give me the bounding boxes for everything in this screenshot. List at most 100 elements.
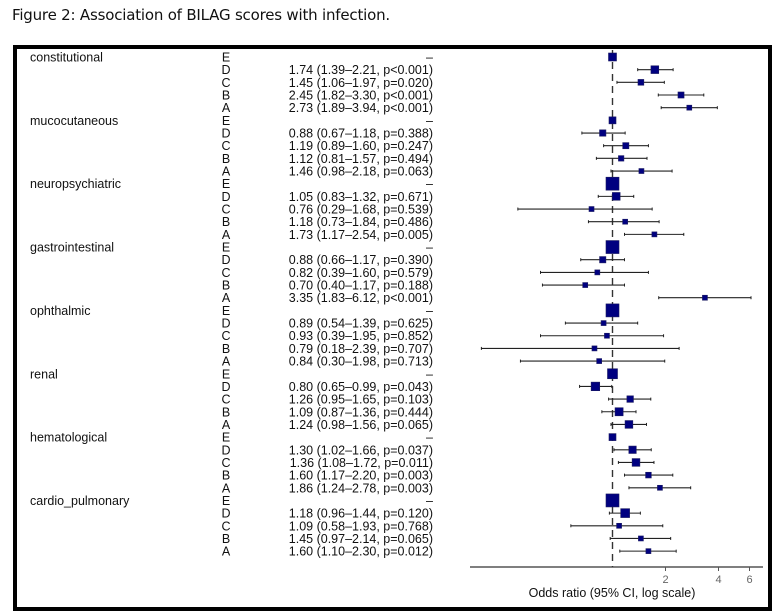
estimate-label: 1.60 (1.17–2.20, p=0.003) bbox=[289, 469, 433, 483]
level-label: A bbox=[222, 418, 231, 432]
estimate-label: – bbox=[426, 494, 433, 508]
chart-frame bbox=[13, 45, 772, 611]
estimate-label: 1.86 (1.24–2.78, p=0.003) bbox=[289, 481, 433, 495]
estimate-marker bbox=[628, 445, 637, 454]
level-label: D bbox=[221, 443, 230, 457]
forest-row: D 0.88 (0.66–1.17, p=0.390) bbox=[221, 253, 626, 267]
estimate-label: 3.35 (1.83–6.12, p<0.001) bbox=[289, 291, 433, 305]
level-label: D bbox=[221, 127, 230, 141]
forest-row: D 0.80 (0.65–0.99, p=0.043) bbox=[221, 380, 613, 394]
forest-row: C 1.09 (0.58–1.93, p=0.768) bbox=[221, 519, 664, 533]
forest-row: B 0.79 (0.18–2.39, p=0.707) bbox=[222, 342, 680, 356]
estimate-label: 1.36 (1.08–1.72, p=0.011) bbox=[290, 456, 433, 470]
group-label: gastrointestinal bbox=[30, 241, 114, 255]
group-label: ophthalmic bbox=[30, 304, 90, 318]
reference-marker bbox=[605, 240, 620, 254]
estimate-label: 1.12 (0.81–1.57, p=0.494) bbox=[289, 152, 433, 166]
forest-row: D 0.88 (0.67–1.18, p=0.388) bbox=[221, 127, 626, 141]
estimate-marker bbox=[645, 548, 652, 554]
forest-row: D 0.89 (0.54–1.39, p=0.625) bbox=[221, 317, 639, 331]
estimate-label: 0.88 (0.66–1.17, p=0.390) bbox=[289, 253, 433, 267]
forest-row: hematological E – bbox=[30, 431, 617, 445]
level-label: C bbox=[221, 203, 230, 217]
reference-marker bbox=[605, 176, 620, 191]
estimate-label: 1.26 (0.95–1.65, p=0.103) bbox=[289, 393, 433, 407]
estimate-label: 1.45 (0.97–2.14, p=0.065) bbox=[289, 532, 433, 546]
group-label: renal bbox=[30, 367, 58, 381]
forest-row: C 0.82 (0.39–1.60, p=0.579) bbox=[221, 266, 649, 280]
estimate-marker bbox=[594, 269, 601, 276]
level-label: E bbox=[222, 114, 230, 128]
estimate-marker bbox=[599, 129, 607, 137]
level-label: B bbox=[222, 469, 230, 483]
estimate-label: 0.88 (0.67–1.18, p=0.388) bbox=[289, 127, 433, 141]
level-label: B bbox=[222, 342, 230, 356]
estimate-label: 1.74 (1.39–2.21, p<0.001) bbox=[289, 63, 433, 77]
estimate-label: 0.76 (0.29–1.68, p=0.539) bbox=[289, 203, 433, 217]
estimate-label: – bbox=[426, 114, 433, 128]
level-label: D bbox=[221, 190, 230, 204]
level-label: A bbox=[222, 481, 231, 495]
level-label: C bbox=[221, 393, 230, 407]
level-label: B bbox=[222, 405, 230, 419]
level-label: A bbox=[222, 355, 231, 369]
level-label: A bbox=[222, 165, 231, 179]
level-label: B bbox=[222, 152, 230, 166]
estimate-marker bbox=[631, 458, 641, 467]
estimate-marker bbox=[702, 294, 708, 301]
level-label: B bbox=[222, 532, 230, 546]
level-label: B bbox=[222, 89, 230, 103]
estimate-marker bbox=[618, 155, 625, 162]
estimate-marker bbox=[600, 320, 607, 326]
estimate-label: 1.09 (0.87–1.36, p=0.444) bbox=[289, 405, 433, 419]
estimate-marker bbox=[626, 395, 634, 403]
estimate-marker bbox=[612, 192, 621, 201]
level-label: E bbox=[222, 177, 230, 191]
level-label: A bbox=[222, 228, 231, 242]
x-tick-label: 4 bbox=[715, 574, 721, 586]
forest-row: A 1.86 (1.24–2.78, p=0.003) bbox=[222, 481, 692, 495]
forest-row: A 1.46 (0.98–2.18, p=0.063) bbox=[222, 165, 673, 179]
level-label: B bbox=[222, 279, 230, 293]
estimate-marker bbox=[624, 420, 634, 429]
estimate-label: 1.45 (1.06–1.97, p=0.020) bbox=[289, 76, 433, 90]
forest-row: D 1.30 (1.02–1.66, p=0.037) bbox=[221, 443, 652, 457]
level-label: C bbox=[221, 329, 230, 343]
level-label: E bbox=[222, 241, 230, 255]
forest-row: A 3.35 (1.83–6.12, p<0.001) bbox=[222, 291, 752, 305]
forest-row: A 1.60 (1.10–2.30, p=0.012) bbox=[222, 545, 677, 559]
estimate-marker bbox=[622, 218, 628, 225]
estimate-label: 0.80 (0.65–0.99, p=0.043) bbox=[289, 380, 433, 394]
forest-row: renal E – bbox=[30, 367, 618, 381]
estimate-label: 0.82 (0.39–1.60, p=0.579) bbox=[289, 266, 433, 280]
forest-row: C 1.45 (1.06–1.97, p=0.020) bbox=[221, 76, 665, 90]
estimate-label: 1.30 (1.02–1.66, p=0.037) bbox=[289, 443, 433, 457]
estimate-label: 1.18 (0.96–1.44, p=0.120) bbox=[289, 507, 433, 521]
forest-row: A 0.84 (0.30–1.98, p=0.713) bbox=[222, 355, 666, 369]
estimate-label: 0.84 (0.30–1.98, p=0.713) bbox=[289, 355, 433, 369]
reference-marker bbox=[607, 368, 618, 380]
forest-row: C 1.26 (0.95–1.65, p=0.103) bbox=[221, 393, 652, 407]
forest-row: B 0.70 (0.40–1.17, p=0.188) bbox=[222, 279, 626, 293]
x-axis-label: Odds ratio (95% CI, log scale) bbox=[529, 586, 696, 600]
estimate-marker bbox=[637, 79, 645, 86]
x-axis: Odds ratio (95% CI, log scale) 2 4 6 bbox=[470, 566, 763, 600]
forest-row: B 1.60 (1.17–2.20, p=0.003) bbox=[222, 469, 674, 483]
estimate-marker bbox=[599, 256, 607, 264]
level-label: A bbox=[222, 101, 231, 115]
estimate-label: 1.24 (0.98–1.56, p=0.065) bbox=[289, 418, 433, 432]
estimate-label: – bbox=[426, 241, 433, 255]
level-label: E bbox=[222, 304, 230, 318]
estimate-label: 0.89 (0.54–1.39, p=0.625) bbox=[289, 317, 433, 331]
estimate-marker bbox=[596, 358, 602, 364]
estimate-label: 0.93 (0.39–1.95, p=0.852) bbox=[289, 329, 433, 343]
forest-row: constitutional E – bbox=[30, 51, 617, 65]
figure-caption: Figure 2: Association of BILAG scores wi… bbox=[12, 6, 390, 24]
level-label: D bbox=[221, 317, 230, 331]
estimate-label: 1.46 (0.98–2.18, p=0.063) bbox=[289, 165, 433, 179]
estimate-label: 2.73 (1.89–3.94, p<0.001) bbox=[289, 101, 433, 115]
estimate-marker bbox=[645, 471, 652, 479]
forest-row: C 1.19 (0.89–1.60, p=0.247) bbox=[221, 139, 649, 153]
estimate-marker bbox=[588, 206, 595, 212]
